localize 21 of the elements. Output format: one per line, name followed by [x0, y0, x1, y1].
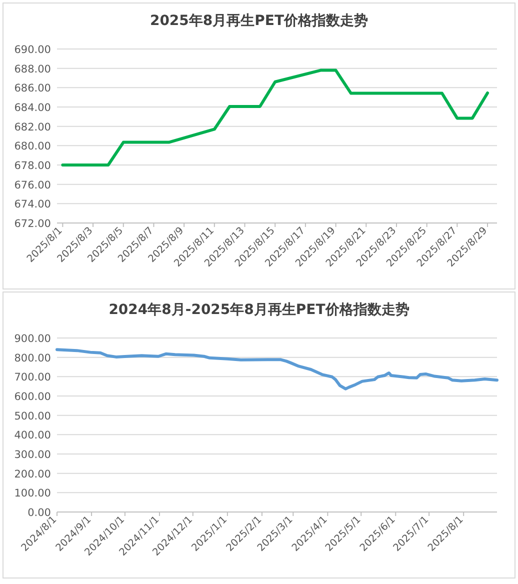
y-tick-label: 686.00: [14, 82, 51, 95]
y-tick-label: 690.00: [14, 44, 51, 56]
y-tick-label: 300.00: [14, 449, 51, 461]
y-tick-label: 200.00: [14, 468, 51, 480]
y-tick-label: 400.00: [14, 430, 51, 442]
y-tick-label: 672.00: [14, 218, 51, 230]
y-tick-label: 700.00: [14, 372, 51, 384]
y-tick-label: 680.00: [14, 140, 51, 153]
chart-title: 2024年8月-2025年8月再生PET价格指数走势: [108, 302, 410, 318]
y-tick-label: 600.00: [14, 391, 51, 403]
y-tick-label: 682.00: [14, 121, 51, 134]
y-tick-label: 684.00: [14, 102, 51, 114]
y-tick-label: 900.00: [14, 333, 51, 345]
y-tick-label: 688.00: [14, 63, 51, 76]
y-tick-label: 678.00: [14, 160, 51, 172]
y-tick-label: 800.00: [14, 352, 51, 364]
y-tick-label: 676.00: [14, 179, 51, 192]
y-tick-label: 674.00: [14, 198, 51, 211]
chart-title: 2025年8月再生PET价格指数走势: [150, 13, 368, 29]
y-tick-label: 100.00: [14, 488, 51, 500]
y-tick-label: 500.00: [14, 410, 51, 422]
